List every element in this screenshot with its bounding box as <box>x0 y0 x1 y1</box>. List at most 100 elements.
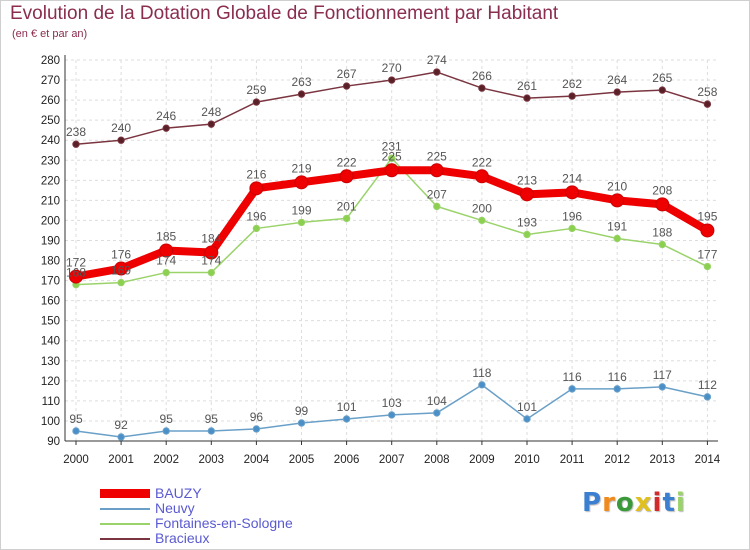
x-tick-label: 2014 <box>695 454 721 466</box>
axes <box>64 55 718 445</box>
data-label-bracieux: 261 <box>517 79 537 93</box>
y-tick-label: 270 <box>41 75 60 87</box>
data-label-bauzy: 195 <box>697 209 717 223</box>
y-tick-label: 250 <box>41 115 60 127</box>
data-label-bauzy: 184 <box>201 232 221 246</box>
point-neuvy <box>433 409 441 417</box>
data-label-neuvy: 95 <box>205 412 219 426</box>
point-neuvy <box>388 411 396 419</box>
x-tick-label: 2005 <box>289 454 315 466</box>
point-bauzy <box>114 261 129 276</box>
data-label-bracieux: 270 <box>382 61 402 75</box>
data-label-bracieux: 259 <box>246 83 266 97</box>
legend-item-fontaines: Fontaines-en-Sologne <box>100 516 293 531</box>
x-tick-labels: 2000 2001 2002 2003 2004 2005 2006 2007 2008 2009… <box>63 454 721 466</box>
data-label-bauzy: 216 <box>246 167 266 181</box>
legend-label-bracieux: Bracieux <box>155 530 210 546</box>
point-neuvy <box>72 427 80 435</box>
x-tick-label: 2011 <box>560 454 585 466</box>
logo-letter: i <box>652 488 663 518</box>
point-bracieux <box>388 76 396 84</box>
point-bracieux <box>162 124 170 132</box>
data-labels: 95 92 95 95 96 99 101 103 104 118 101 116 116 117 112 1… <box>66 53 718 432</box>
y-tick-label: 230 <box>41 155 60 167</box>
data-label-bracieux: 238 <box>66 125 86 139</box>
data-label-bracieux: 248 <box>201 105 221 119</box>
point-neuvy <box>568 385 576 393</box>
point-neuvy <box>703 393 712 401</box>
point-bracieux <box>72 140 80 148</box>
y-tick-label: 210 <box>41 195 60 207</box>
data-label-bracieux: 262 <box>562 77 582 91</box>
point-bauzy <box>204 245 219 260</box>
legend-label-neuvy: Neuvy <box>155 500 195 516</box>
data-label-neuvy: 101 <box>337 400 357 414</box>
logo-letter: x <box>634 488 653 518</box>
x-tick-label: 2003 <box>199 454 225 466</box>
data-label-neuvy: 96 <box>250 410 264 424</box>
logo-letter: o <box>615 488 635 518</box>
data-label-fontaines-en-sologne: 191 <box>607 219 627 233</box>
data-label-neuvy: 116 <box>563 370 582 384</box>
logo-letter: i <box>675 488 686 518</box>
data-label-bauzy: 210 <box>607 179 627 193</box>
point-fontaines-en-sologne <box>568 224 576 233</box>
point-neuvy <box>297 419 306 427</box>
data-label-fontaines-en-sologne: 201 <box>337 199 357 213</box>
data-label-bauzy: 185 <box>156 230 176 244</box>
point-fontaines-en-sologne <box>523 230 531 239</box>
legend-item-neuvy: Neuvy <box>100 501 195 516</box>
legend-swatch-neuvy <box>100 507 150 510</box>
data-label-neuvy: 118 <box>472 366 491 380</box>
point-neuvy <box>252 425 261 433</box>
point-neuvy <box>658 383 666 391</box>
legend-swatch-bauzy <box>100 489 150 498</box>
y-tick-labels: 90 100 110 120 130 140 150 160 170 180 190 200 210 22… <box>41 55 60 448</box>
y-tick-label: 140 <box>41 336 60 348</box>
data-label-neuvy: 99 <box>295 404 309 418</box>
point-bracieux <box>523 94 531 102</box>
data-label-fontaines-en-sologne: 199 <box>291 203 311 217</box>
point-bauzy <box>700 223 715 238</box>
y-tick-label: 120 <box>41 376 60 388</box>
data-label-fontaines-en-sologne: 174 <box>156 254 176 268</box>
data-label-bracieux: 266 <box>472 69 492 83</box>
x-tick-label: 2000 <box>63 454 89 466</box>
point-neuvy <box>162 427 170 435</box>
x-tick-label: 2001 <box>108 454 134 466</box>
data-label-bracieux: 274 <box>427 53 447 67</box>
point-fontaines-en-sologne <box>207 268 216 277</box>
point-bracieux <box>207 120 216 128</box>
point-bracieux <box>297 90 306 98</box>
y-tick-label: 220 <box>41 175 60 187</box>
data-label-bracieux: 258 <box>697 85 717 99</box>
legend-item-bauzy: BAUZY <box>100 486 202 501</box>
data-label-bracieux: 246 <box>156 109 176 123</box>
x-tick-label: 2009 <box>469 454 495 466</box>
logo-letter: P <box>582 488 603 518</box>
point-fontaines-en-sologne <box>342 214 351 223</box>
x-tick-label: 2006 <box>334 454 360 466</box>
legend-swatch-fontaines <box>100 522 150 525</box>
data-label-fontaines-en-sologne: 188 <box>652 225 672 239</box>
data-label-fontaines-en-sologne: 207 <box>427 187 447 201</box>
point-fontaines-en-sologne <box>478 216 486 225</box>
data-label-fontaines-en-sologne: 196 <box>246 209 266 223</box>
data-label-neuvy: 92 <box>114 418 128 432</box>
data-label-bauzy: 225 <box>427 149 447 163</box>
point-bauzy <box>294 175 309 190</box>
point-bauzy <box>520 187 534 202</box>
point-bracieux <box>658 86 666 94</box>
data-label-bracieux: 264 <box>607 73 627 87</box>
data-label-bauzy: 225 <box>382 149 402 163</box>
x-tick-label: 2012 <box>604 454 630 466</box>
logo-letter: r <box>602 488 616 518</box>
data-label-neuvy: 101 <box>517 400 537 414</box>
point-bracieux <box>703 100 712 108</box>
x-tick-label: 2002 <box>153 454 179 466</box>
logo-letter: t <box>662 488 676 518</box>
data-label-fontaines-en-sologne: 177 <box>697 248 717 262</box>
y-tick-label: 160 <box>41 296 60 308</box>
point-neuvy <box>478 381 486 389</box>
data-label-bauzy: 176 <box>111 248 131 262</box>
